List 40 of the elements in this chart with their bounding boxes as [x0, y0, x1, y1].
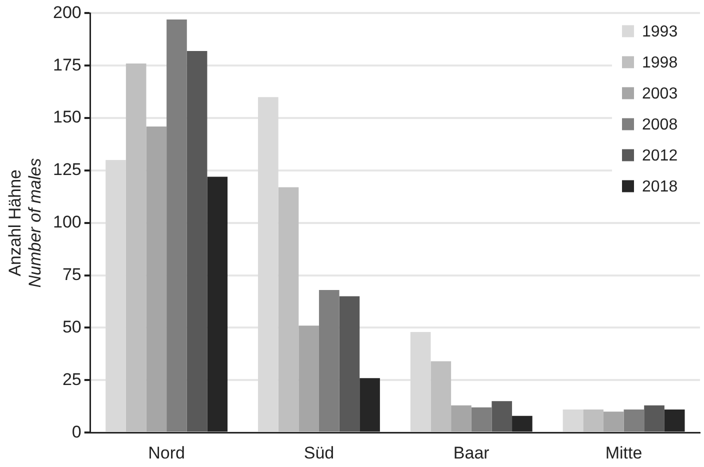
bar [562, 410, 584, 432]
y-axis-title: Anzahl Hähne Number of males [6, 158, 45, 288]
x-tick-label: Nord [148, 443, 185, 462]
bar [583, 410, 604, 432]
y-tick-label: 50 [62, 317, 82, 336]
y-tick-label: 150 [52, 108, 82, 127]
bar [339, 296, 360, 432]
legend-label: 2012 [642, 148, 678, 165]
bar [603, 412, 624, 432]
legend-label: 2008 [642, 116, 678, 134]
y-tick-label: 25 [62, 370, 82, 389]
y-tick-label: 175 [52, 55, 82, 74]
bar [624, 410, 644, 432]
bar [106, 160, 126, 432]
x-tick-label: Baar [453, 443, 490, 462]
y-tick-label: 75 [62, 265, 82, 284]
legend-label: 1998 [642, 54, 678, 72]
legend-label: 1993 [642, 24, 678, 41]
legend-label: 2018 [642, 178, 678, 196]
bar [298, 326, 319, 432]
bar [318, 290, 340, 432]
x-tick-label: Süd [304, 443, 334, 462]
y-tick-label: 100 [52, 212, 82, 232]
bar [410, 332, 431, 432]
bar [492, 401, 512, 432]
legend-label: 2003 [642, 86, 678, 103]
y-tick-label: 125 [52, 160, 82, 180]
bar [258, 97, 278, 432]
bar [186, 50, 208, 432]
bar [471, 407, 492, 432]
bar [166, 19, 187, 432]
bar [430, 361, 452, 432]
bar [146, 126, 167, 432]
y-tick-label: 200 [52, 2, 82, 22]
bar [644, 405, 664, 432]
x-tick-label: Mitte [605, 443, 642, 462]
y-tick-label: 0 [72, 422, 82, 442]
bar [278, 187, 299, 432]
bar [126, 64, 146, 432]
bar [451, 405, 472, 432]
